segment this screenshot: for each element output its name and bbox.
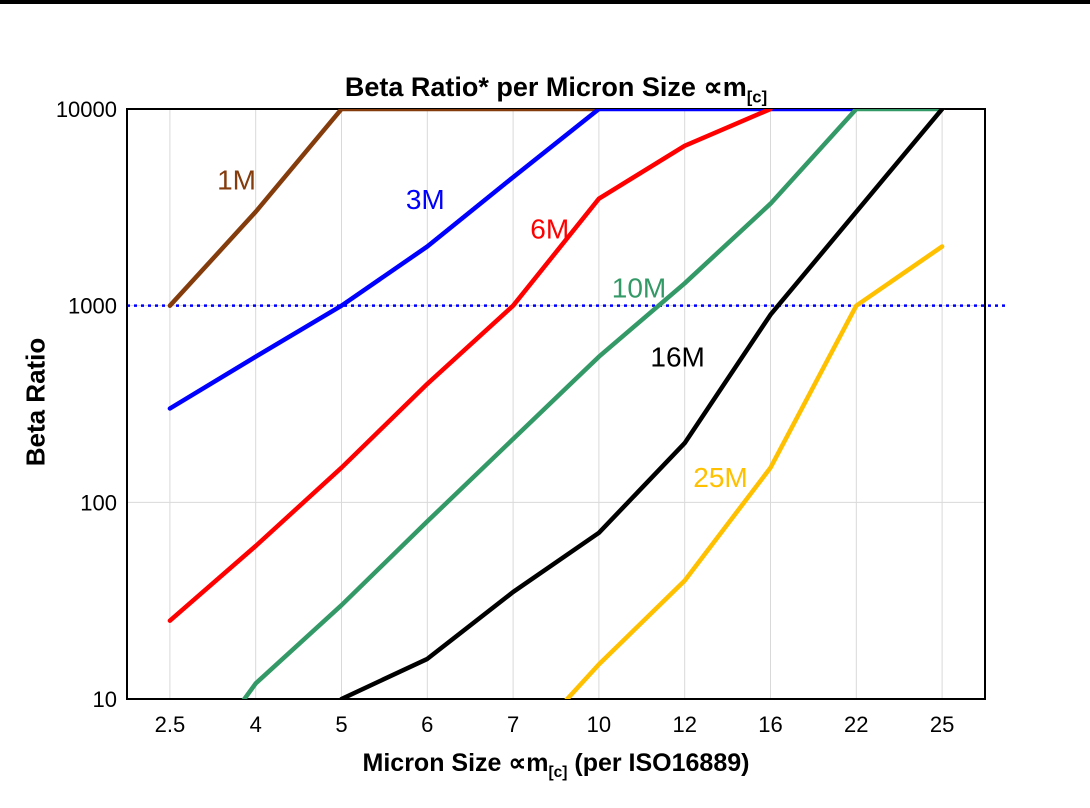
x-tick-label: 16 bbox=[758, 712, 782, 737]
x-axis-label: Micron Size ∝m[c] (per ISO16889) bbox=[127, 748, 985, 782]
series-line-16M bbox=[339, 109, 945, 699]
y-tick-label: 100 bbox=[80, 490, 117, 515]
x-tick-label: 22 bbox=[844, 712, 868, 737]
x-tick-label: 5 bbox=[335, 712, 347, 737]
x-axis-label-subscript: [c] bbox=[548, 764, 568, 781]
x-tick-label: 4 bbox=[250, 712, 262, 737]
chart-title-subscript: [c] bbox=[746, 87, 768, 107]
chart-title-text: Beta Ratio* per Micron Size ∝m bbox=[344, 72, 747, 102]
y-tick-label: 10000 bbox=[56, 97, 117, 122]
x-tick-label: 25 bbox=[930, 712, 954, 737]
y-tick-label: 10 bbox=[93, 687, 117, 712]
x-tick-label: 10 bbox=[587, 712, 611, 737]
series-line-6M bbox=[167, 109, 773, 623]
series-line-10M bbox=[241, 109, 945, 699]
x-axis-label-text: Micron Size ∝m bbox=[362, 749, 549, 777]
x-tick-label: 12 bbox=[672, 712, 696, 737]
x-tick-label: 7 bbox=[507, 712, 519, 737]
series-line-3M bbox=[167, 109, 859, 411]
chart-title: Beta Ratio* per Micron Size ∝m[c] bbox=[127, 72, 985, 107]
series-label-10M: 10M bbox=[612, 273, 666, 304]
x-tick-label: 2.5 bbox=[155, 712, 186, 737]
beta-ratio-chart: 1M 3M 6M 10M 16M 25M 10 100 1000 10000 2.5 4 5 6 7 10 12… bbox=[56, 97, 1007, 737]
series-label-16M: 16M bbox=[650, 342, 704, 373]
y-tick-label: 1000 bbox=[68, 294, 117, 319]
series-label-25M: 25M bbox=[693, 462, 747, 493]
y-axis-label: Beta Ratio bbox=[20, 337, 51, 467]
series-label-3M: 3M bbox=[406, 184, 445, 215]
x-tick-label: 6 bbox=[421, 712, 433, 737]
series-label-1M: 1M bbox=[217, 164, 256, 195]
series-line-25M bbox=[564, 244, 945, 699]
series-line-1M bbox=[167, 109, 602, 308]
x-axis-label-suffix: (per ISO16889) bbox=[567, 749, 750, 777]
series-label-6M: 6M bbox=[530, 213, 569, 244]
